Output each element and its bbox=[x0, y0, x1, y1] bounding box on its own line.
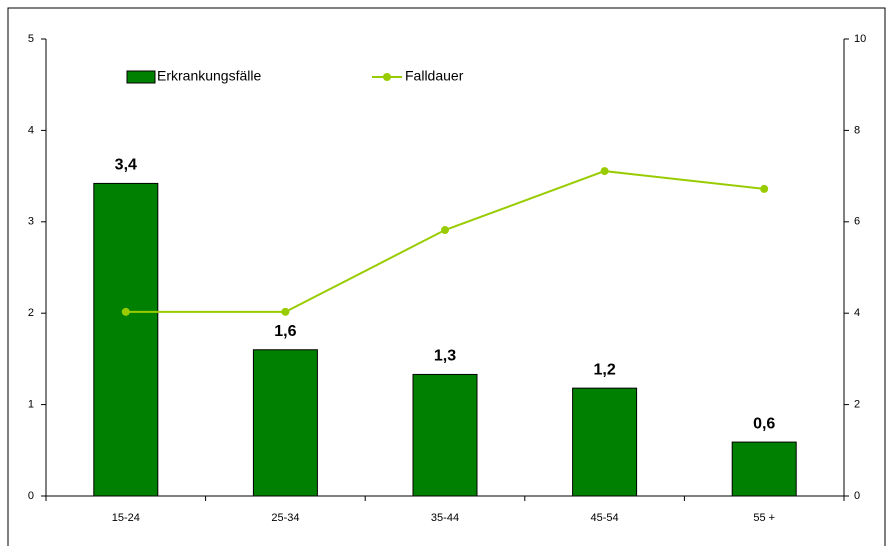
line-point bbox=[281, 307, 290, 316]
x-tick-label: 55 + bbox=[753, 512, 775, 524]
y2-tick-label: 10 bbox=[854, 33, 866, 45]
line-point bbox=[600, 167, 609, 176]
value-label: 3,4 bbox=[115, 157, 137, 174]
y2-tick-label: 4 bbox=[854, 307, 860, 319]
value-label: 1,2 bbox=[593, 361, 615, 378]
value-label: 0,6 bbox=[753, 415, 775, 432]
x-tick-label: 25-34 bbox=[271, 512, 299, 524]
legend-label: Erkrankungsfälle bbox=[157, 68, 261, 84]
bar bbox=[412, 373, 478, 497]
x-tick-label: 15-24 bbox=[112, 512, 140, 524]
y-tick-label: 0 bbox=[28, 490, 34, 502]
y2-tick-label: 6 bbox=[854, 216, 860, 228]
frame bbox=[7, 7, 886, 546]
bar bbox=[252, 349, 318, 497]
bar bbox=[572, 387, 638, 497]
bar bbox=[731, 441, 797, 497]
legend-swatch bbox=[383, 73, 391, 81]
legend-label: Falldauer bbox=[405, 68, 464, 84]
y2-tick-label: 8 bbox=[854, 124, 860, 136]
y-tick-label: 1 bbox=[28, 399, 34, 411]
y2-tick-label: 2 bbox=[854, 399, 860, 411]
line-point bbox=[441, 226, 449, 235]
y-tick-label: 4 bbox=[28, 124, 34, 136]
y-tick-label: 5 bbox=[28, 33, 34, 45]
value-label: 1,3 bbox=[434, 348, 456, 365]
bar bbox=[93, 182, 159, 497]
y2-tick-label: 0 bbox=[854, 490, 860, 502]
line-point bbox=[121, 307, 130, 316]
y-tick-label: 2 bbox=[28, 307, 34, 319]
x-tick-label: 45-54 bbox=[591, 512, 619, 524]
line-point bbox=[760, 184, 769, 193]
line bbox=[125, 170, 765, 313]
legend-swatch bbox=[126, 70, 156, 84]
y-tick-label: 3 bbox=[28, 216, 34, 228]
x-tick-label: 35-44 bbox=[431, 512, 459, 524]
value-label: 1,6 bbox=[274, 323, 296, 340]
